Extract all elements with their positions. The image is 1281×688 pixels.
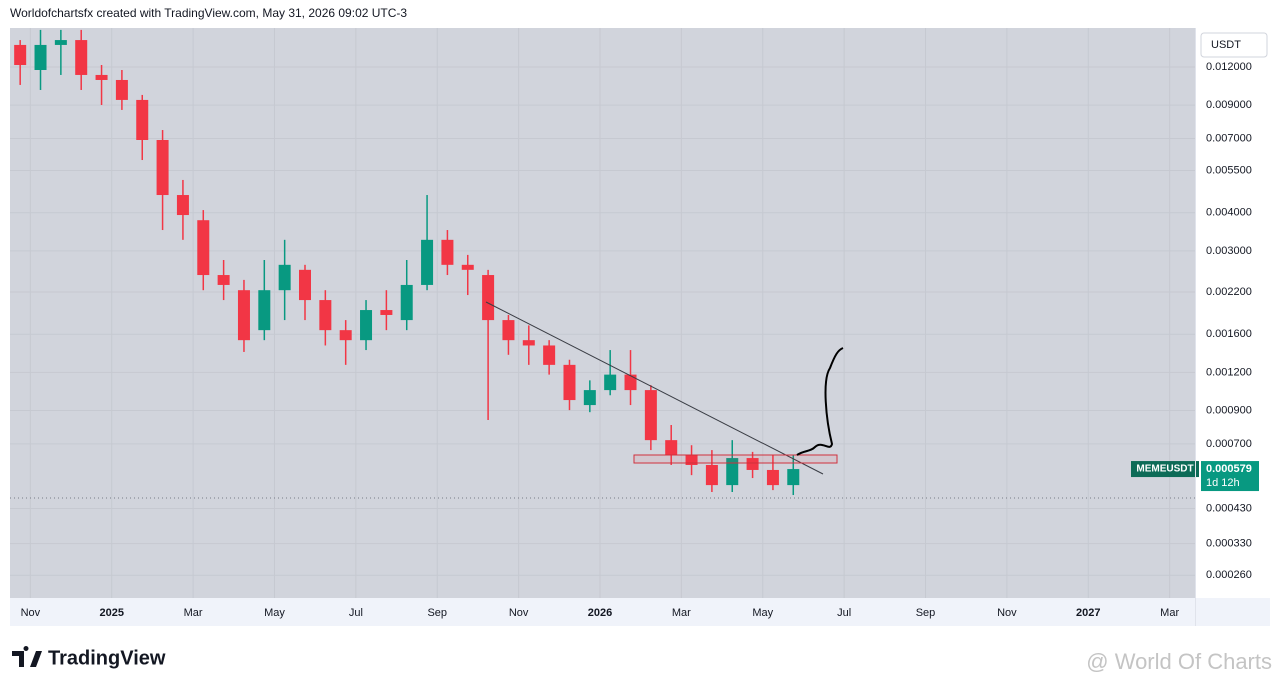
x-tick-label: Nov	[21, 607, 41, 619]
candle-body	[746, 458, 759, 470]
y-tick-label: 0.001200	[1206, 366, 1252, 378]
brand-logo	[12, 645, 42, 667]
y-tick-label: 0.012000	[1206, 61, 1252, 73]
candle-body	[197, 220, 210, 276]
x-tick-label: Mar	[672, 607, 691, 619]
y-tick-label: 0.000900	[1206, 404, 1252, 416]
x-tick-label: Sep	[427, 607, 447, 619]
countdown: 1d 12h	[1206, 477, 1240, 489]
x-axis-area	[10, 598, 1270, 626]
candle-body	[136, 99, 149, 140]
x-tick-label: 2027	[1076, 607, 1100, 619]
candle-body	[583, 390, 596, 406]
last-price: 0.000579	[1206, 463, 1252, 475]
candle-body	[54, 40, 67, 45]
candle-body	[624, 374, 637, 391]
symbol-box	[1131, 461, 1199, 478]
last-price-box	[1201, 461, 1259, 492]
x-tick-label: May	[264, 607, 285, 619]
x-tick-label: Mar	[184, 607, 203, 619]
brand: TradingView	[48, 647, 166, 669]
x-tick-label: Sep	[916, 607, 936, 619]
candle-body	[95, 74, 108, 80]
y-tick-label: 0.001600	[1206, 328, 1252, 340]
y-tick-label: 0.009000	[1206, 99, 1252, 111]
projection-curve	[796, 347, 844, 456]
y-tick-label: 0.000700	[1206, 438, 1252, 450]
candle-body	[482, 275, 495, 321]
candle-body	[400, 284, 413, 321]
candle-body	[278, 264, 291, 291]
x-tick-label: Mar	[1160, 607, 1179, 619]
y-tick-label: 0.000260	[1206, 569, 1252, 581]
x-tick-label: 2025	[99, 607, 123, 619]
price-label: MEMEUSDT 0.000579 1d 12h	[1131, 461, 1259, 492]
currency-box[interactable]	[1200, 32, 1268, 58]
candle-body	[34, 44, 47, 71]
x-tick-label: Nov	[997, 607, 1017, 619]
y-tick-label: 0.004000	[1206, 207, 1252, 219]
y-tick-label: 0.003000	[1206, 245, 1252, 257]
candle-body	[726, 458, 739, 486]
y-tick-label: 0.000430	[1206, 502, 1252, 514]
y-tick-label: 0.000330	[1206, 538, 1252, 550]
currency: USDT	[1211, 39, 1241, 51]
y-tick-label: 0.007000	[1206, 132, 1252, 144]
candle-body	[502, 320, 515, 341]
candle-body	[237, 290, 250, 341]
candle-body	[543, 345, 556, 365]
candle-body	[176, 195, 189, 216]
x-tick-label: Jul	[349, 607, 363, 619]
candle-body	[380, 310, 393, 315]
candle-body	[217, 275, 230, 285]
plot-area	[10, 28, 1195, 598]
zone-box	[633, 454, 838, 464]
candle-body	[441, 239, 454, 265]
candle-body	[75, 40, 88, 75]
candle-body	[787, 469, 800, 486]
candle-body	[644, 390, 657, 441]
x-tick-label: Nov	[509, 607, 529, 619]
x-tick-label: 2026	[588, 607, 612, 619]
candle-body	[421, 239, 434, 285]
axis-border	[1195, 28, 1196, 626]
grid	[10, 28, 1195, 598]
candle-body	[115, 79, 128, 100]
candle-body	[461, 264, 474, 270]
watermark: @ World Of Charts	[1086, 649, 1272, 674]
candle-body	[319, 300, 332, 331]
x-tick-label: Jul	[837, 607, 851, 619]
candle-body	[14, 44, 27, 66]
candle-body	[522, 340, 535, 346]
y-tick-label: 0.002200	[1206, 286, 1252, 298]
trend-line	[485, 301, 824, 475]
candle-body	[156, 139, 169, 196]
candle-body	[705, 464, 718, 486]
candles	[14, 29, 800, 496]
candle-body	[258, 290, 271, 331]
candle-body	[604, 374, 617, 391]
drawings	[10, 301, 1195, 499]
symbol: MEMEUSDT	[1136, 464, 1193, 475]
y-tick-label: 0.005500	[1206, 164, 1252, 176]
candle-body	[685, 455, 698, 465]
candle-body	[665, 440, 678, 456]
candle-body	[299, 269, 311, 301]
logo-mark	[12, 645, 42, 667]
attribution: Worldofchartsfx created with TradingView…	[10, 6, 407, 20]
candle-body	[339, 330, 352, 341]
x-tick-label: May	[752, 607, 773, 619]
candle-body	[766, 469, 779, 486]
candle-body	[563, 364, 576, 401]
candle-body	[360, 310, 373, 341]
